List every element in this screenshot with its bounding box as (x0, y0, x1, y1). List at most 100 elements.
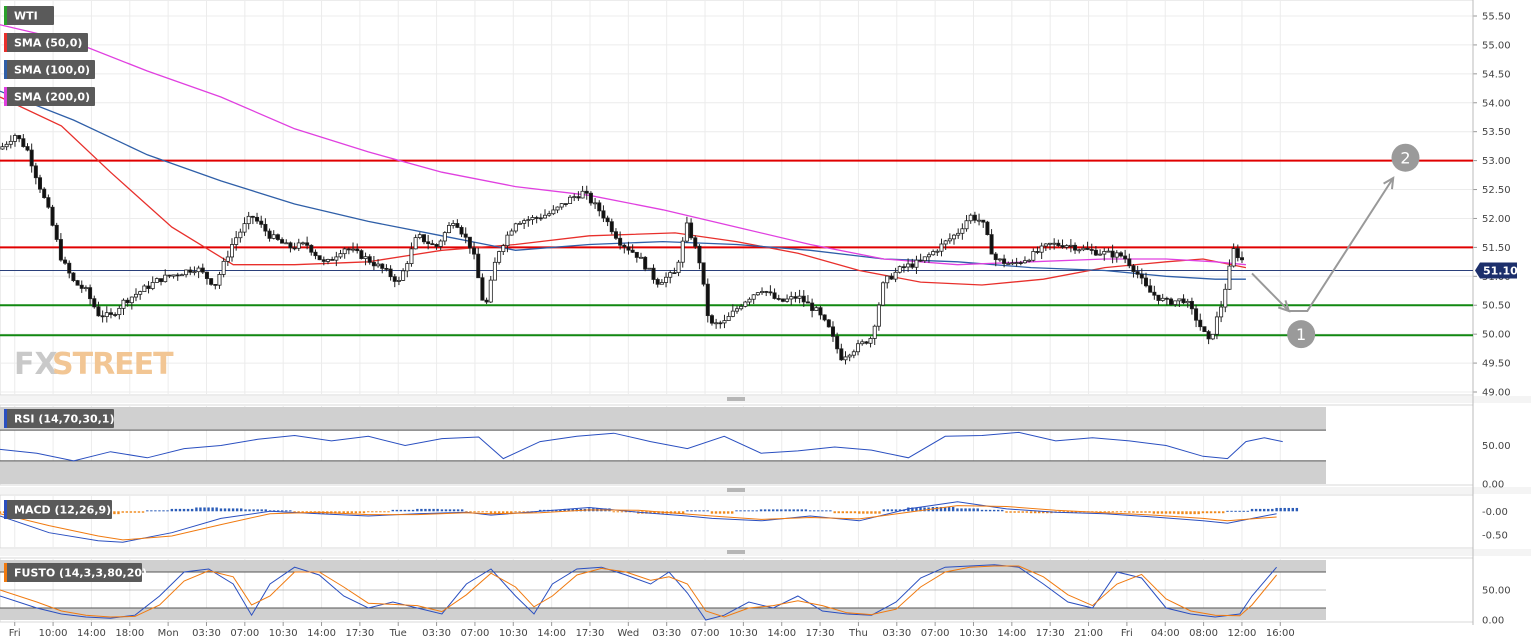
candle (584, 185, 589, 200)
macd-bar (878, 511, 881, 514)
candle-body (1135, 271, 1140, 275)
macd-bar (481, 511, 484, 513)
candle-body (1035, 251, 1040, 253)
macd-bar (1185, 511, 1188, 515)
candle (380, 263, 385, 274)
candle (981, 219, 986, 228)
candle (242, 217, 247, 236)
macd-bar (1123, 511, 1127, 513)
macd-bar (264, 509, 267, 512)
candle (726, 312, 731, 321)
macd-bar (1009, 511, 1012, 513)
candle-body (246, 215, 251, 225)
candle-body (618, 237, 623, 246)
candle (1056, 239, 1061, 248)
candle-body (1164, 297, 1169, 300)
candle (12, 133, 17, 147)
candle-body (847, 354, 852, 358)
macd-bar (448, 509, 452, 512)
candle (250, 215, 255, 225)
macd-bar (988, 509, 992, 512)
candle (684, 216, 689, 243)
x-tick-label: 18:00 (115, 628, 144, 639)
candle-body (459, 227, 464, 235)
candle (472, 242, 477, 260)
candle-body (263, 223, 268, 232)
macd-bar (759, 509, 763, 512)
candle (1173, 300, 1178, 307)
candle-body (760, 291, 765, 294)
candle-body (83, 287, 88, 290)
candle-body (1210, 333, 1215, 340)
candle-body (835, 335, 840, 350)
candle (225, 250, 230, 266)
macd-bar (829, 510, 832, 512)
candle-body (977, 219, 982, 222)
candle-body (238, 231, 243, 239)
candle-body (451, 223, 456, 226)
candle (609, 218, 614, 235)
candle-body (851, 351, 856, 356)
macd-bar (686, 510, 689, 512)
candle (664, 272, 669, 288)
candle (455, 219, 460, 229)
candle-body (8, 140, 13, 145)
candle-body (1098, 253, 1103, 256)
candle (42, 187, 47, 199)
macd-bar (1074, 511, 1078, 513)
candle (58, 233, 63, 262)
candle (300, 241, 305, 246)
legend-sma-50-label: SMA (50,0) (14, 37, 82, 50)
legend-rsi-accent (4, 409, 7, 428)
candle (517, 221, 522, 225)
fxstreet-logo-street: STREET (52, 347, 174, 382)
macd-bar (518, 511, 521, 513)
candle-body (1239, 257, 1244, 261)
rsi-overbought-zone (0, 407, 1326, 431)
candle-body (1173, 300, 1178, 305)
candle (1181, 294, 1186, 305)
candle (1002, 254, 1007, 268)
candle-body (426, 241, 431, 245)
candle-body (50, 206, 55, 226)
candle-body (634, 251, 639, 258)
macd-bar (489, 511, 493, 515)
candle (1043, 243, 1048, 251)
candle (63, 256, 68, 265)
candle (1198, 313, 1203, 331)
macd-bar (1267, 508, 1270, 512)
candle (960, 223, 965, 240)
candle (71, 272, 76, 283)
candle (501, 243, 506, 255)
macd-bar (1295, 507, 1299, 512)
macd-bar (1287, 507, 1290, 512)
candle (530, 215, 535, 225)
candle-body (931, 251, 936, 256)
macd-bar (1238, 510, 1241, 512)
candle (1160, 293, 1165, 302)
macd-bar (1005, 511, 1008, 513)
macd-bar (1021, 511, 1024, 513)
macd-bar (1279, 507, 1282, 512)
macd-bar (714, 511, 718, 514)
candle (931, 249, 936, 256)
candle (1214, 311, 1219, 340)
macd-bar (174, 508, 178, 512)
candle (79, 280, 84, 293)
legend-wti: WTI (4, 6, 54, 25)
macd-bar (252, 509, 255, 512)
candle-body (71, 272, 76, 281)
macd-bar (1197, 511, 1200, 515)
macd-bar (976, 508, 979, 512)
candle-body (154, 278, 159, 283)
candle (559, 203, 564, 210)
candle (814, 305, 819, 311)
macd-bar (1234, 510, 1237, 512)
candle (743, 300, 748, 308)
candle (1148, 278, 1153, 293)
candle (334, 251, 339, 267)
candle-body (1177, 298, 1182, 302)
candle (851, 349, 856, 359)
legend-rsi: RSI (14,70,30,1) (4, 409, 114, 428)
macd-bar (1001, 509, 1004, 512)
